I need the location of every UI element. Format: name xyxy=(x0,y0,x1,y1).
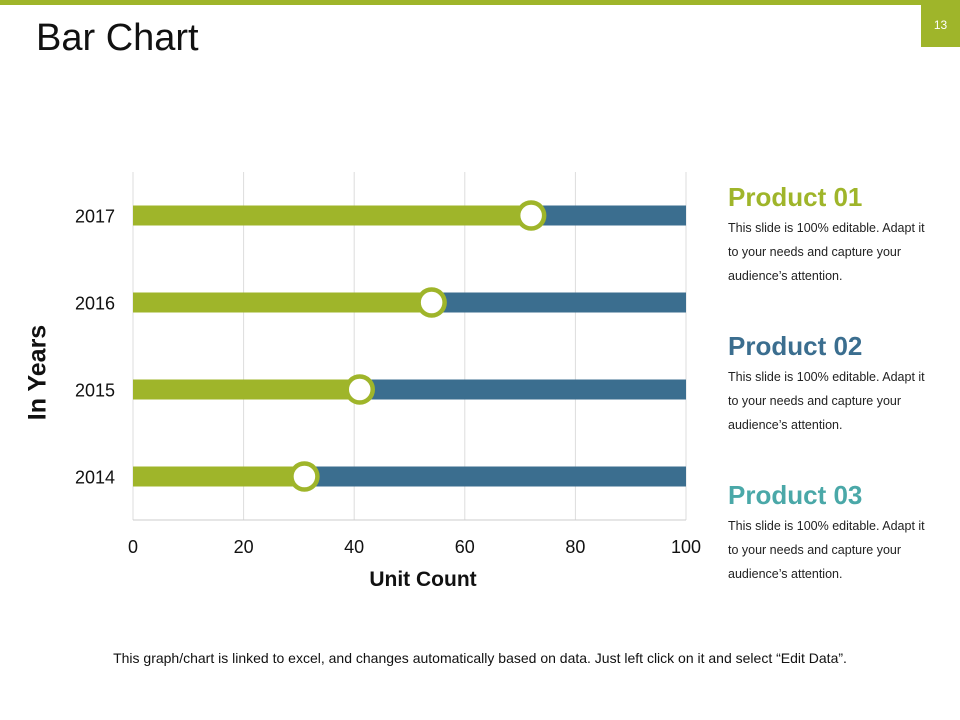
y-axis-label: In Years xyxy=(23,324,52,421)
product-03-title: Product 03 xyxy=(728,480,863,510)
product-02-description: This slide is 100% editable. Adapt it to… xyxy=(728,370,925,432)
bar-marker-2015 xyxy=(344,374,375,405)
x-tick-label: 40 xyxy=(344,537,364,557)
y-tick-label: 2015 xyxy=(75,381,115,401)
product-01-description: This slide is 100% editable. Adapt it to… xyxy=(728,221,925,283)
footer-note: This graph/chart is linked to excel, and… xyxy=(113,650,847,666)
product-03-description: This slide is 100% editable. Adapt it to… xyxy=(728,519,925,581)
product-02-block: Product 02 This slide is 100% editable. … xyxy=(728,331,938,437)
slide-title: Bar Chart xyxy=(36,17,199,59)
product-01-block: Product 01 This slide is 100% editable. … xyxy=(728,182,938,288)
bar-2014-series-2 xyxy=(304,466,686,487)
x-tick-label: 100 xyxy=(671,537,701,557)
bar-chart: 0 20 40 60 80 100 2014 2015 2016 2017 xyxy=(75,172,701,557)
x-tick-label: 20 xyxy=(234,537,254,557)
bar-marker-2014 xyxy=(289,461,320,492)
bar-2015-series-2 xyxy=(359,379,686,400)
bar-2017-series-1 xyxy=(133,205,532,226)
top-accent-bar xyxy=(0,0,960,5)
x-axis-label: Unit Count xyxy=(369,568,477,591)
bar-2015-series-1 xyxy=(133,379,360,400)
product-02-title: Product 02 xyxy=(728,331,863,361)
bar-2017-series-2 xyxy=(531,205,686,226)
bar-2014-series-1 xyxy=(133,466,305,487)
y-tick-label: 2014 xyxy=(75,468,115,488)
bar-2016-series-2 xyxy=(431,292,686,313)
bar-marker-2016 xyxy=(416,287,447,318)
page-number: 13 xyxy=(921,0,960,47)
x-tick-label: 0 xyxy=(128,537,138,557)
y-tick-label: 2016 xyxy=(75,294,115,314)
bar-2016-series-1 xyxy=(133,292,432,313)
y-tick-label: 2017 xyxy=(75,207,115,227)
bar-marker-2017 xyxy=(515,200,547,231)
x-tick-label: 60 xyxy=(455,537,475,557)
product-03-block: Product 03 This slide is 100% editable. … xyxy=(728,480,938,586)
x-tick-label: 80 xyxy=(565,537,585,557)
product-01-title: Product 01 xyxy=(728,182,863,212)
